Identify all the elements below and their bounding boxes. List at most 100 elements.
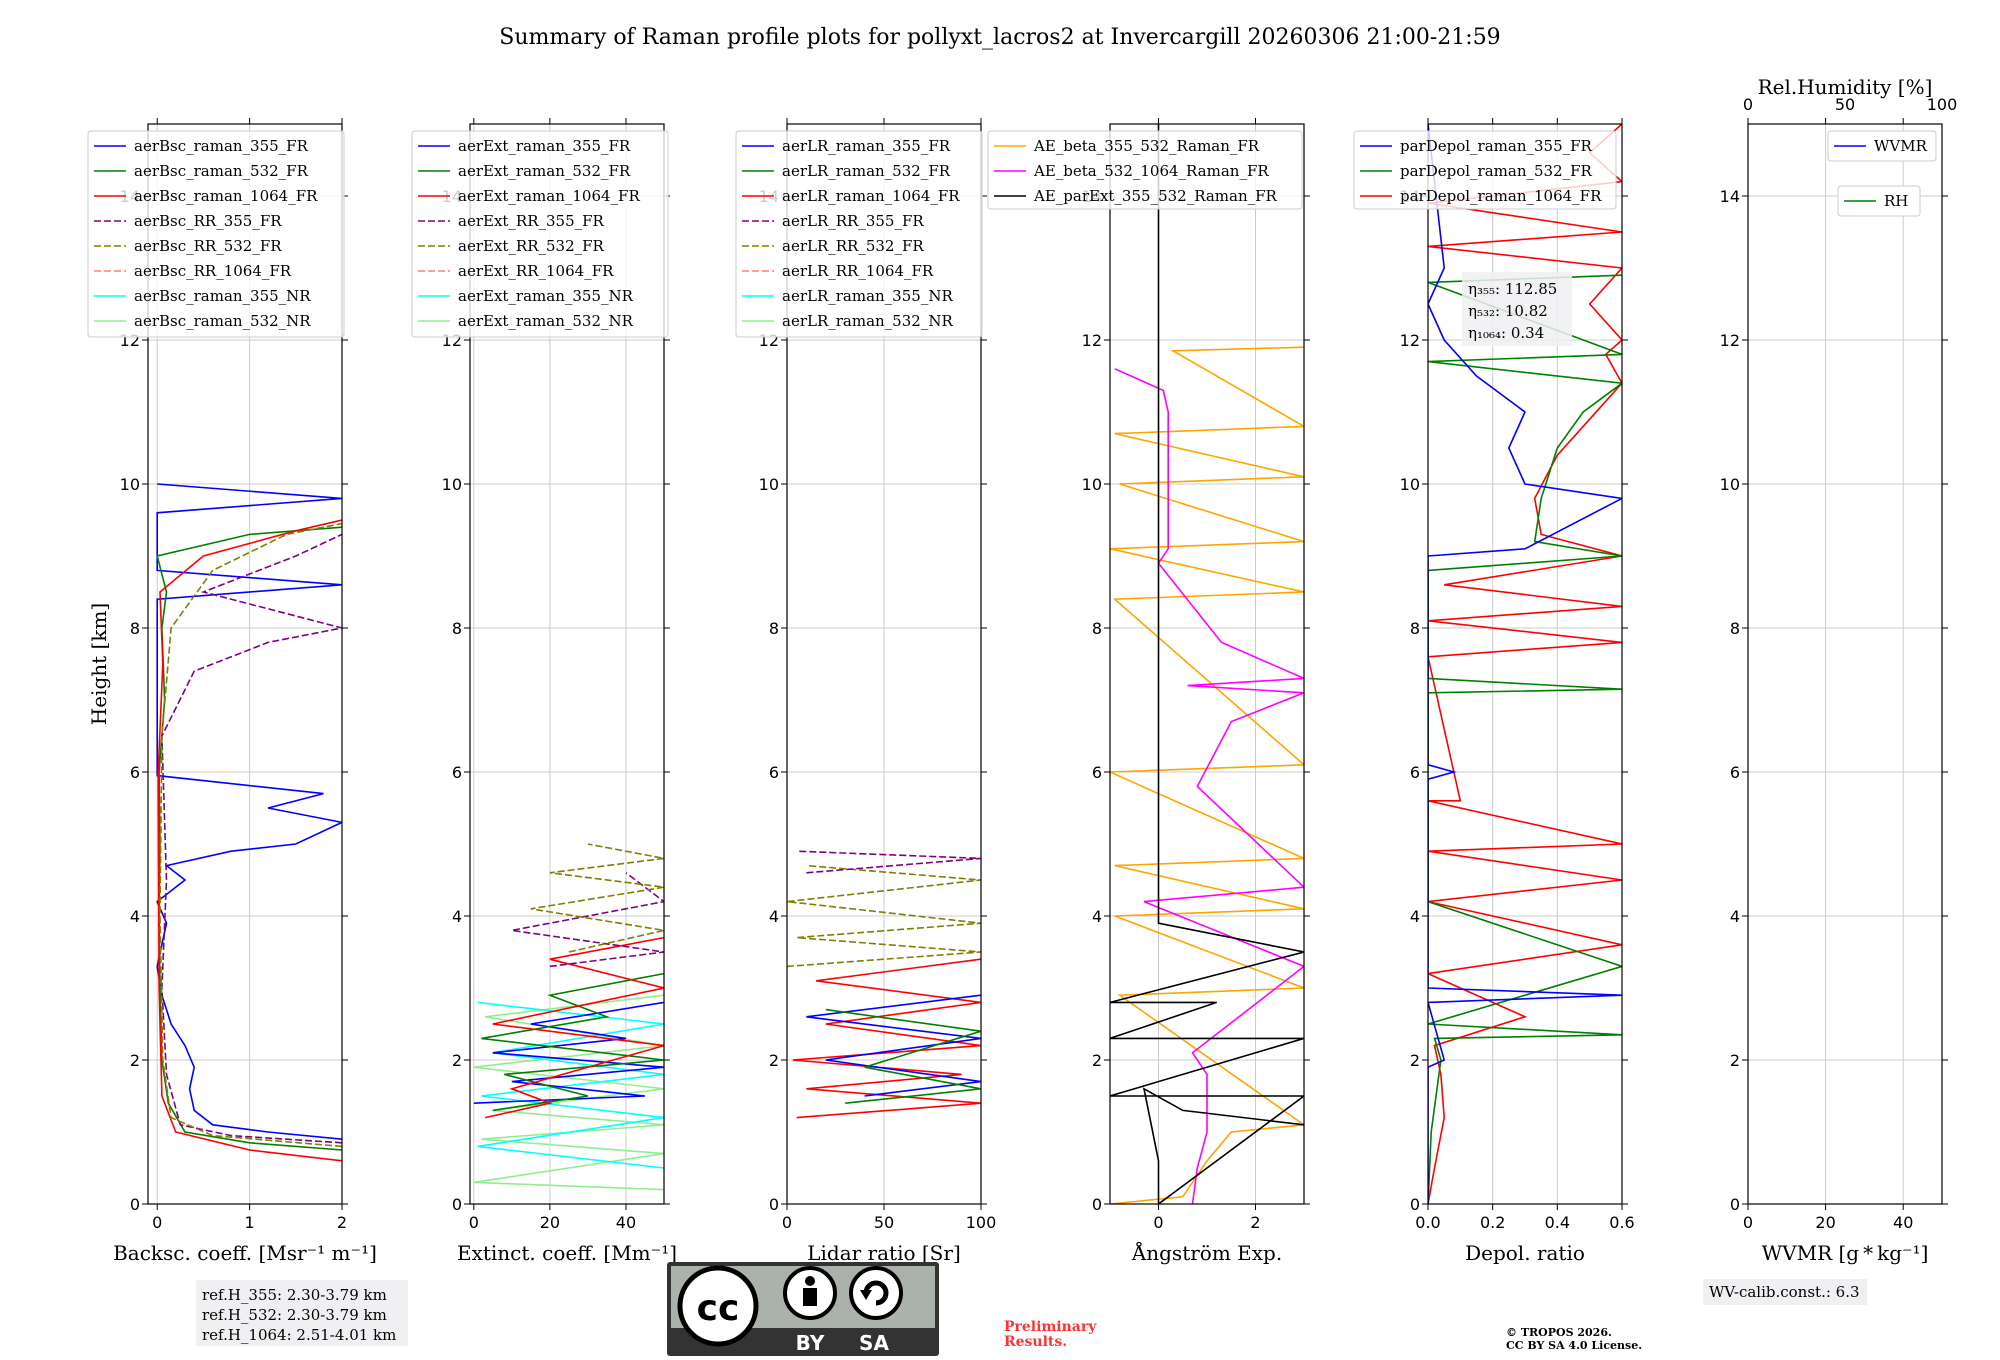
ytick-label-wv-7: 14 <box>1720 187 1740 206</box>
legend-label-aerLR_raman_355_FR: aerLR_raman_355_FR <box>782 137 951 155</box>
xtick-label-lr-1: 50 <box>874 1213 894 1232</box>
panel-bsc: 01202468101214Backsc. coeff. [Msr⁻¹ m⁻¹]… <box>87 118 377 1265</box>
panel-ext: 0204002468101214Extinct. coeff. [Mm⁻¹]ae… <box>411 118 677 1265</box>
series-group-ae <box>1110 124 1304 1204</box>
ytick-label-ae-5: 10 <box>1082 475 1102 494</box>
legend-wv: WVMR RH <box>1827 130 1937 217</box>
ref-height-1064: ref.H_1064: 2.51-4.01 km <box>202 1326 396 1344</box>
ytick-label-depol-4: 8 <box>1410 619 1420 638</box>
xlabel-wv: WVMR [g * kg⁻¹] <box>1762 1241 1929 1265</box>
legend-bsc: aerBsc_raman_355_FR aerBsc_raman_532_FRae… <box>87 130 345 338</box>
series-line-aerExt_raman_532_FR <box>481 972 664 1112</box>
panels: 01202468101214Backsc. coeff. [Msr⁻¹ m⁻¹]… <box>87 75 1957 1265</box>
legend-label-aerLR_RR_1064_FR: aerLR_RR_1064_FR <box>782 262 934 280</box>
ytick-label-ae-2: 4 <box>1092 907 1102 926</box>
series-line-aerLR_RR_355_FR <box>796 850 981 874</box>
series-line-aerExt_raman_355_FR <box>473 1001 664 1104</box>
wv-calib-text: WV-calib.const.: 6.3 <box>1709 1283 1860 1301</box>
legend-label-aerBsc_RR_355_FR: aerBsc_RR_355_FR <box>134 212 282 230</box>
ytick-label-bsc-0: 0 <box>130 1195 140 1214</box>
ytick-label-depol-6: 12 <box>1400 331 1420 350</box>
legend-label-aerBsc_RR_1064_FR: aerBsc_RR_1064_FR <box>134 262 292 280</box>
xtick-label-ext-0: 0 <box>469 1213 479 1232</box>
copyright-line1: © TROPOS 2026. <box>1506 1326 1612 1339</box>
axes-frame-depol <box>1427 123 1623 1205</box>
ytick-label-wv-5: 10 <box>1720 475 1740 494</box>
legend-label-aerBsc_raman_355_FR: aerBsc_raman_355_FR <box>134 137 309 155</box>
series-line-aerLR_raman_1064_FR <box>792 958 981 1119</box>
legend-label-aerBsc_raman_1064_FR: aerBsc_raman_1064_FR <box>134 187 318 205</box>
ytick-label-bsc-2: 4 <box>130 907 140 926</box>
ytick-label-ext-5: 10 <box>442 475 462 494</box>
legend-label-aerLR_RR_355_FR: aerLR_RR_355_FR <box>782 212 924 230</box>
series-line-aerLR_raman_355_FR <box>806 994 981 1097</box>
legend-label-aerBsc_RR_532_FR: aerBsc_RR_532_FR <box>134 237 282 255</box>
ytick-label-ext-2: 4 <box>452 907 462 926</box>
cc-icon <box>677 1265 759 1347</box>
xtick-label-depol-2: 0.4 <box>1545 1213 1570 1232</box>
ref-height-355: ref.H_355: 2.30-3.79 km <box>202 1286 387 1304</box>
legend-label-aerBsc_raman_532_FR: aerBsc_raman_532_FR <box>134 162 309 180</box>
xtick-label-wv-0: 0 <box>1743 1213 1753 1232</box>
legend-label-aerExt_raman_532_FR: aerExt_raman_532_FR <box>458 162 631 180</box>
series-line-parDepol_raman_532_FR <box>1428 274 1622 1204</box>
xtick-label-lr-2: 100 <box>966 1213 997 1232</box>
legend-ext: aerExt_raman_355_FR aerExt_raman_532_FRae… <box>411 130 669 338</box>
legend-label-aerExt_raman_355_NR: aerExt_raman_355_NR <box>458 287 634 305</box>
series-group-lr <box>787 850 981 1119</box>
ytick-label-bsc-3: 6 <box>130 763 140 782</box>
ytick-label-wv-2: 4 <box>1730 907 1740 926</box>
panel-lr: 05010002468101214Lidar ratio [Sr]aerLR_r… <box>735 118 997 1265</box>
series-line-parDepol_raman_1064_FR <box>1428 124 1622 1204</box>
xlabel-ae: Ångström Exp. <box>1131 1240 1282 1265</box>
xtick-label-lr-0: 0 <box>782 1213 792 1232</box>
cc-text: cc <box>697 1288 740 1329</box>
panel-depol: 0.00.20.40.602468101214Depol. ratioparDe… <box>1353 118 1635 1265</box>
legend-label-aerBsc_raman_532_NR: aerBsc_raman_532_NR <box>134 312 311 330</box>
series-line-aerBsc_raman_355_FR <box>156 483 342 1140</box>
wv-calib-box: WV-calib.const.: 6.3 <box>1703 1279 1867 1305</box>
cc-license-badge: cc BY SA <box>667 1262 939 1356</box>
series-line-aerExt_raman_1064_FR <box>485 936 664 1119</box>
ref-heights-box: ref.H_355: 2.30-3.79 km ref.H_532: 2.30-… <box>196 1280 408 1346</box>
legend-box-depol <box>1353 130 1617 210</box>
sa-label: SA <box>859 1331 889 1355</box>
preliminary-line1: Preliminary <box>1004 1319 1097 1335</box>
ytick-label-ae-3: 6 <box>1092 763 1102 782</box>
copyright-line2: CC BY SA 4.0 License. <box>1506 1339 1642 1352</box>
ytick-label-bsc-1: 2 <box>130 1051 140 1070</box>
ytick-label-ae-4: 8 <box>1092 619 1102 638</box>
top-xtick-label-wv-2: 100 <box>1927 95 1958 114</box>
top-xtick-label-wv-0: 0 <box>1743 95 1753 114</box>
panel-wv: 0 20 40 0 2 4 6 8 10 12 14 WVMR [g * kg⁻¹] Rel.Humid… <box>1720 75 1958 1265</box>
ytick-label-wv-6: 12 <box>1720 331 1740 350</box>
axes-frame-wv <box>1747 123 1943 1205</box>
series-line-aerBsc_RR_355_FR <box>161 533 342 1144</box>
ytick-label-ae-1: 2 <box>1092 1051 1102 1070</box>
ytick-label-ext-0: 0 <box>452 1195 462 1214</box>
ytick-label-depol-2: 4 <box>1410 907 1420 926</box>
ytick-label-wv-3: 6 <box>1730 763 1740 782</box>
legend-box-ext <box>411 130 669 338</box>
legend-label-aerExt_raman_1064_FR: aerExt_raman_1064_FR <box>458 187 640 205</box>
ytick-label-lr-3: 6 <box>769 763 779 782</box>
series-line-aerExt_RR_355_FR <box>511 872 664 968</box>
series-line-aerLR_raman_532_FR <box>825 1008 981 1104</box>
legend-depol: parDepol_raman_355_FR parDepol_raman_532_… <box>1353 130 1617 210</box>
xtick-label-ext-1: 20 <box>540 1213 560 1232</box>
legend-box-rh <box>1837 185 1921 217</box>
xtick-label-wv-2: 40 <box>1893 1213 1913 1232</box>
xtick-label-depol-3: 0.6 <box>1609 1213 1634 1232</box>
ytick-label-depol-0: 0 <box>1410 1195 1420 1214</box>
legend-label-aerExt_RR_532_FR: aerExt_RR_532_FR <box>458 237 605 255</box>
xtick-label-depol-0: 0.0 <box>1415 1213 1440 1232</box>
legend-label-aerBsc_raman_355_NR: aerBsc_raman_355_NR <box>134 287 311 305</box>
ytick-label-depol-3: 6 <box>1410 763 1420 782</box>
xtick-label-ae-1: 2 <box>1250 1213 1260 1232</box>
xlabel-lr: Lidar ratio [Sr] <box>807 1241 961 1265</box>
ytick-label-bsc-5: 10 <box>120 475 140 494</box>
xtick-label-bsc-1: 1 <box>245 1213 255 1232</box>
figure-title: Summary of Raman profile plots for polly… <box>499 25 1500 50</box>
ylabel-bsc: Height [km] <box>87 603 111 725</box>
ytick-label-lr-2: 4 <box>769 907 779 926</box>
